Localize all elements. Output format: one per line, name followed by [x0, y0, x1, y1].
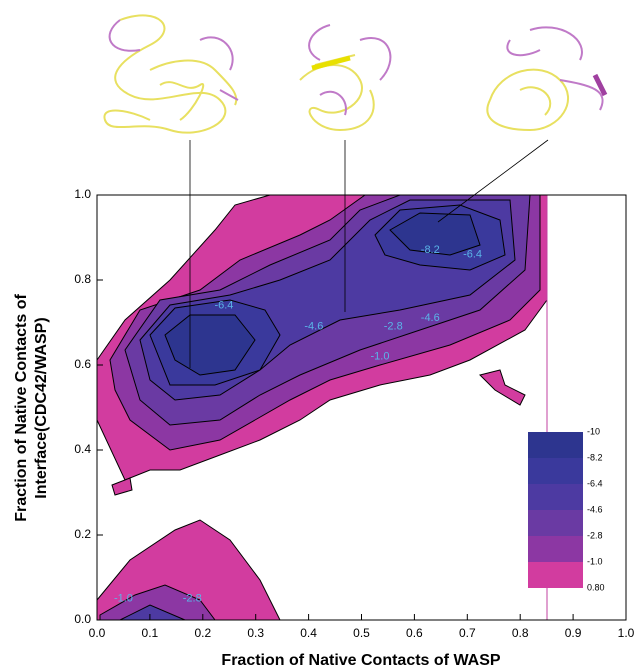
- structure-1: [103, 14, 239, 134]
- x-tick-label: 0.3: [247, 626, 264, 640]
- contour-label: -8.2: [421, 244, 440, 256]
- leader-line: [437, 139, 549, 223]
- colorbar-label: -2.8: [587, 530, 603, 540]
- y-tick-label: 0.8: [74, 272, 91, 286]
- y-axis-label: Fraction of Native Contacts of: [13, 294, 30, 522]
- y-tick-label: 0.2: [74, 527, 91, 541]
- x-axis-label: Fraction of Native Contacts of WASP: [221, 652, 500, 669]
- y-tick-label: 0.6: [74, 357, 91, 371]
- contour-regions: [96, 194, 548, 621]
- contour-label: -4.6: [304, 321, 323, 333]
- leader-lines: [189, 139, 549, 368]
- contour-label: -1.0: [371, 350, 390, 362]
- structure-2: [299, 24, 392, 132]
- x-tick-label: 0.9: [565, 626, 582, 640]
- colorbar-swatch: [528, 536, 583, 562]
- colorbar-label: 0.80: [587, 582, 605, 592]
- colorbar-label: -4.6: [587, 504, 603, 514]
- contour-label: -6.4: [463, 248, 482, 260]
- y-tick-label: 1.0: [74, 187, 91, 201]
- y-axis-label: Interface(CDC42/WASP): [33, 317, 50, 498]
- y-tick-label: 0.4: [74, 442, 91, 456]
- colorbar-swatch: [528, 484, 583, 510]
- x-tick-label: 0.7: [459, 626, 476, 640]
- colorbar-label: -1.0: [587, 556, 603, 566]
- contour-label: -2.8: [384, 321, 403, 333]
- colorbar-label: -8.2: [587, 452, 603, 462]
- contour-label: -6.4: [214, 299, 233, 311]
- contour-region: [389, 212, 481, 256]
- x-tick-label: 1.0: [618, 626, 635, 640]
- contour-region: [164, 314, 256, 376]
- contour-region: [111, 477, 133, 496]
- x-tick-label: 0.6: [406, 626, 423, 640]
- contour-label: -1.0: [114, 593, 133, 605]
- x-tick-label: 0.1: [142, 626, 159, 640]
- x-tick-label: 0.4: [300, 626, 317, 640]
- colorbar-swatch: [528, 458, 583, 484]
- colorbar-swatch: [528, 562, 583, 588]
- colorbar-label: -10: [587, 426, 600, 436]
- protein-structures: [103, 14, 608, 134]
- x-tick-label: 0.5: [353, 626, 370, 640]
- colorbar-swatch: [528, 510, 583, 536]
- contour-label: -4.6: [421, 312, 440, 324]
- x-tick-label: 0.8: [512, 626, 529, 640]
- colorbar-swatch: [528, 432, 583, 458]
- colorbar-label: -6.4: [587, 478, 603, 488]
- contour-label: -2.8: [183, 593, 202, 605]
- x-tick-label: 0.0: [89, 626, 106, 640]
- contour-region: [479, 369, 526, 406]
- y-tick-label: 0.0: [74, 612, 91, 626]
- x-tick-label: 0.2: [194, 626, 211, 640]
- structure-3: [486, 26, 608, 132]
